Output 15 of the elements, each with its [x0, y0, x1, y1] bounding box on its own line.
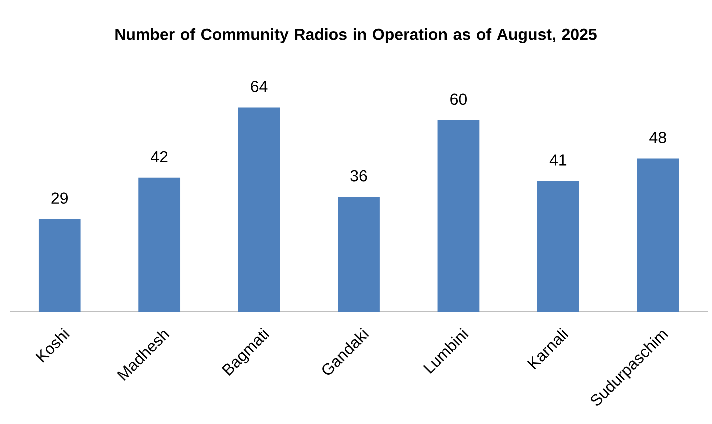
bar	[138, 178, 181, 312]
data-label: 60	[450, 94, 467, 106]
data-label: 42	[151, 151, 168, 163]
bar	[438, 120, 480, 312]
data-label: 41	[550, 154, 567, 166]
data-label: 36	[350, 170, 368, 182]
data-label: 64	[251, 81, 268, 92]
bar	[238, 108, 280, 312]
bar	[637, 158, 680, 312]
bar	[537, 181, 580, 312]
data-label: 29	[52, 192, 68, 204]
bar	[38, 219, 81, 312]
chart-title: Number of Community Radios in Operation as of August, 2025	[116, 28, 597, 44]
bar	[338, 197, 380, 312]
data-label: 48	[650, 132, 666, 144]
